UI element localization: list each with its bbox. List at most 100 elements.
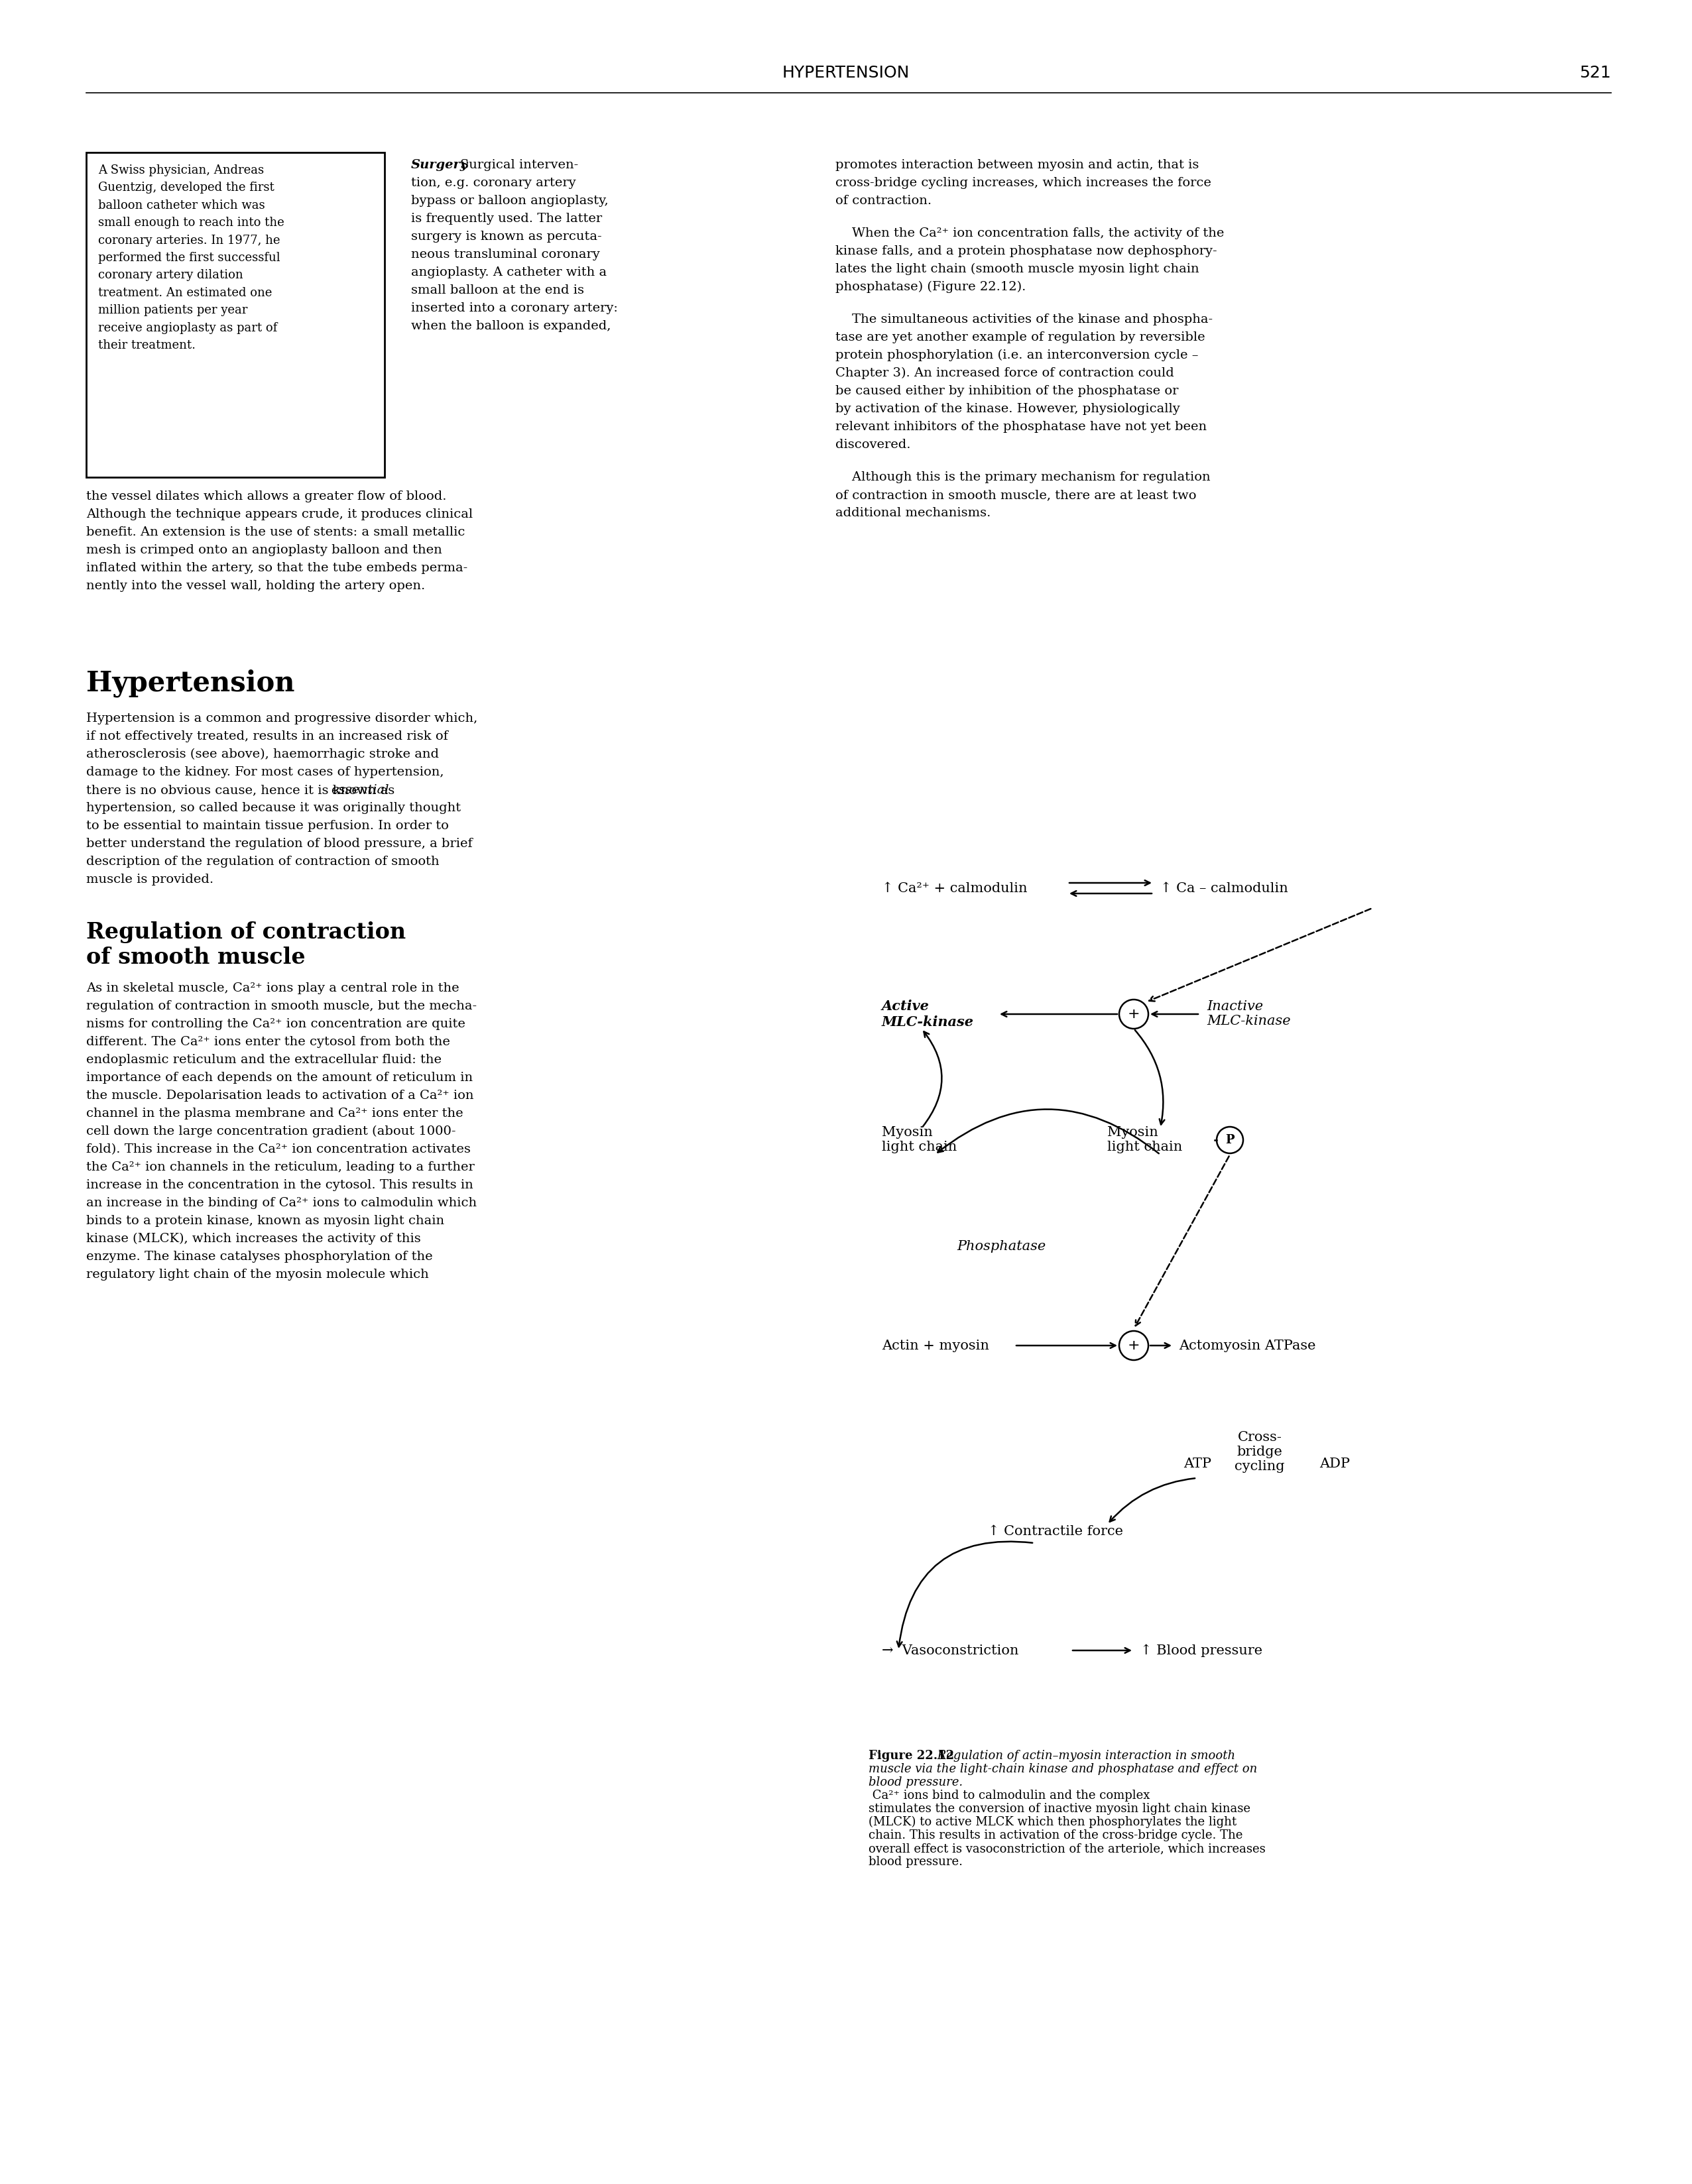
Text: inserted into a coronary artery:: inserted into a coronary artery: — [411, 301, 618, 314]
Text: ↑ Ca – calmodulin: ↑ Ca – calmodulin — [1161, 882, 1288, 895]
Text: benefit. An extension is the use of stents: a small metallic: benefit. An extension is the use of sten… — [86, 526, 465, 537]
Text: to be essential to maintain tissue perfusion. In order to: to be essential to maintain tissue perfu… — [86, 819, 448, 832]
Text: phosphatase) (Figure 22.12).: phosphatase) (Figure 22.12). — [836, 282, 1025, 293]
Text: blood pressure.: blood pressure. — [868, 1856, 963, 1867]
Text: of smooth muscle: of smooth muscle — [86, 946, 305, 968]
Text: Although the technique appears crude, it produces clinical: Although the technique appears crude, it… — [86, 509, 472, 520]
Text: kinase falls, and a protein phosphatase now dephosphory-: kinase falls, and a protein phosphatase … — [836, 245, 1217, 258]
FancyArrowPatch shape — [1135, 1155, 1228, 1326]
Text: ↑ Ca²⁺ + calmodulin: ↑ Ca²⁺ + calmodulin — [882, 882, 1027, 895]
Text: cross-bridge cycling increases, which increases the force: cross-bridge cycling increases, which in… — [836, 177, 1211, 188]
Text: Phosphatase: Phosphatase — [956, 1241, 1046, 1251]
Text: Chapter 3). An increased force of contraction could: Chapter 3). An increased force of contra… — [836, 367, 1174, 380]
Text: surgery is known as percuta-: surgery is known as percuta- — [411, 232, 602, 242]
Text: muscle via the light-chain kinase and phosphatase and effect on: muscle via the light-chain kinase and ph… — [868, 1762, 1257, 1776]
Text: regulation of contraction in smooth muscle, but the mecha-: regulation of contraction in smooth musc… — [86, 1000, 477, 1011]
Text: small balloon at the end is: small balloon at the end is — [411, 284, 584, 297]
Text: Myosin
light chain: Myosin light chain — [1107, 1127, 1183, 1153]
Text: Active
MLC-kinase: Active MLC-kinase — [882, 1000, 975, 1029]
Text: Surgical interven-: Surgical interven- — [460, 159, 579, 170]
Text: overall effect is vasoconstriction of the arteriole, which increases: overall effect is vasoconstriction of th… — [868, 1843, 1266, 1854]
Text: increase in the concentration in the cytosol. This results in: increase in the concentration in the cyt… — [86, 1179, 474, 1190]
Text: muscle is provided.: muscle is provided. — [86, 874, 213, 885]
Text: damage to the kidney. For most cases of hypertension,: damage to the kidney. For most cases of … — [86, 767, 443, 778]
Text: stimulates the conversion of inactive myosin light chain kinase: stimulates the conversion of inactive my… — [868, 1802, 1250, 1815]
Text: there is no obvious cause, hence it is known as: there is no obvious cause, hence it is k… — [86, 784, 399, 795]
Text: essential: essential — [332, 784, 389, 795]
Text: 521: 521 — [1580, 66, 1611, 81]
Text: cell down the large concentration gradient (about 1000-: cell down the large concentration gradie… — [86, 1125, 455, 1138]
Text: Myosin
light chain: Myosin light chain — [882, 1127, 958, 1153]
Text: Hypertension is a common and progressive disorder which,: Hypertension is a common and progressive… — [86, 712, 477, 725]
Text: an increase in the binding of Ca²⁺ ions to calmodulin which: an increase in the binding of Ca²⁺ ions … — [86, 1197, 477, 1210]
Text: protein phosphorylation (i.e. an interconversion cycle –: protein phosphorylation (i.e. an interco… — [836, 349, 1198, 360]
Text: Actomyosin ATPase: Actomyosin ATPase — [1179, 1339, 1316, 1352]
Text: Cross-
bridge
cycling: Cross- bridge cycling — [1235, 1431, 1284, 1472]
Text: When the Ca²⁺ ion concentration falls, the activity of the: When the Ca²⁺ ion concentration falls, t… — [836, 227, 1225, 240]
Text: chain. This results in activation of the cross-bridge cycle. The: chain. This results in activation of the… — [868, 1830, 1242, 1841]
Text: tase are yet another example of regulation by reversible: tase are yet another example of regulati… — [836, 332, 1205, 343]
Text: nisms for controlling the Ca²⁺ ion concentration are quite: nisms for controlling the Ca²⁺ ion conce… — [86, 1018, 465, 1031]
Text: lates the light chain (smooth muscle myosin light chain: lates the light chain (smooth muscle myo… — [836, 262, 1200, 275]
Text: +: + — [1127, 1339, 1140, 1352]
Text: The simultaneous activities of the kinase and phospha-: The simultaneous activities of the kinas… — [836, 314, 1213, 325]
Text: relevant inhibitors of the phosphatase have not yet been: relevant inhibitors of the phosphatase h… — [836, 422, 1206, 432]
Text: of contraction.: of contraction. — [836, 194, 932, 207]
Text: As in skeletal muscle, Ca²⁺ ions play a central role in the: As in skeletal muscle, Ca²⁺ ions play a … — [86, 983, 459, 994]
Text: HYPERTENSION: HYPERTENSION — [782, 66, 910, 81]
Text: Inactive
MLC-kinase: Inactive MLC-kinase — [1206, 1000, 1291, 1029]
Text: ADP: ADP — [1320, 1457, 1350, 1470]
FancyBboxPatch shape — [86, 153, 384, 478]
Text: nently into the vessel wall, holding the artery open.: nently into the vessel wall, holding the… — [86, 581, 425, 592]
Text: neous transluminal coronary: neous transluminal coronary — [411, 249, 601, 260]
Text: regulatory light chain of the myosin molecule which: regulatory light chain of the myosin mol… — [86, 1269, 428, 1280]
Text: of contraction in smooth muscle, there are at least two: of contraction in smooth muscle, there a… — [836, 489, 1196, 500]
Text: discovered.: discovered. — [836, 439, 910, 450]
Text: ATP: ATP — [1183, 1457, 1211, 1470]
Text: the Ca²⁺ ion channels in the reticulum, leading to a further: the Ca²⁺ ion channels in the reticulum, … — [86, 1162, 474, 1173]
Text: endoplasmic reticulum and the extracellular fluid: the: endoplasmic reticulum and the extracellu… — [86, 1055, 442, 1066]
Text: Although this is the primary mechanism for regulation: Although this is the primary mechanism f… — [836, 472, 1210, 483]
Text: enzyme. The kinase catalyses phosphorylation of the: enzyme. The kinase catalyses phosphoryla… — [86, 1251, 433, 1262]
Text: channel in the plasma membrane and Ca²⁺ ions enter the: channel in the plasma membrane and Ca²⁺ … — [86, 1107, 464, 1120]
Text: Actin + myosin: Actin + myosin — [882, 1339, 990, 1352]
Text: Surgery: Surgery — [411, 159, 469, 170]
Text: when the balloon is expanded,: when the balloon is expanded, — [411, 321, 611, 332]
Text: ↑ Blood pressure: ↑ Blood pressure — [1140, 1645, 1262, 1658]
Text: better understand the regulation of blood pressure, a brief: better understand the regulation of bloo… — [86, 839, 472, 850]
Text: kinase (MLCK), which increases the activity of this: kinase (MLCK), which increases the activ… — [86, 1232, 421, 1245]
Text: inflated within the artery, so that the tube embeds perma-: inflated within the artery, so that the … — [86, 561, 467, 574]
Text: P: P — [1225, 1133, 1235, 1147]
Text: blood pressure.: blood pressure. — [868, 1776, 963, 1789]
Text: +: + — [1127, 1007, 1140, 1020]
Text: is frequently used. The latter: is frequently used. The latter — [411, 212, 602, 225]
Text: Figure 22.12: Figure 22.12 — [868, 1749, 954, 1762]
Text: Regulation of contraction: Regulation of contraction — [86, 922, 406, 943]
Text: fold). This increase in the Ca²⁺ ion concentration activates: fold). This increase in the Ca²⁺ ion con… — [86, 1144, 470, 1155]
Text: Regulation of actin–myosin interaction in smooth: Regulation of actin–myosin interaction i… — [934, 1749, 1235, 1762]
Text: if not effectively treated, results in an increased risk of: if not effectively treated, results in a… — [86, 729, 448, 743]
Text: A Swiss physician, Andreas
Guentzig, developed the first
balloon catheter which : A Swiss physician, Andreas Guentzig, dev… — [98, 164, 284, 352]
Text: ↑ Contractile force: ↑ Contractile force — [988, 1524, 1123, 1538]
Text: the vessel dilates which allows a greater flow of blood.: the vessel dilates which allows a greate… — [86, 491, 447, 502]
Text: (MLCK) to active MLCK which then phosphorylates the light: (MLCK) to active MLCK which then phospho… — [868, 1817, 1237, 1828]
FancyArrowPatch shape — [1149, 909, 1371, 1000]
Text: mesh is crimped onto an angioplasty balloon and then: mesh is crimped onto an angioplasty ball… — [86, 544, 442, 557]
Text: promotes interaction between myosin and actin, that is: promotes interaction between myosin and … — [836, 159, 1200, 170]
Text: atherosclerosis (see above), haemorrhagic stroke and: atherosclerosis (see above), haemorrhagi… — [86, 749, 438, 760]
Text: be caused either by inhibition of the phosphatase or: be caused either by inhibition of the ph… — [836, 384, 1178, 397]
Text: angioplasty. A catheter with a: angioplasty. A catheter with a — [411, 266, 607, 277]
Text: →  Vasoconstriction: → Vasoconstriction — [882, 1645, 1019, 1658]
Text: Hypertension: Hypertension — [86, 670, 294, 697]
Text: by activation of the kinase. However, physiologically: by activation of the kinase. However, ph… — [836, 404, 1179, 415]
Text: the muscle. Depolarisation leads to activation of a Ca²⁺ ion: the muscle. Depolarisation leads to acti… — [86, 1090, 474, 1101]
Text: binds to a protein kinase, known as myosin light chain: binds to a protein kinase, known as myos… — [86, 1214, 445, 1227]
Text: tion, e.g. coronary artery: tion, e.g. coronary artery — [411, 177, 575, 188]
Text: bypass or balloon angioplasty,: bypass or balloon angioplasty, — [411, 194, 609, 207]
Text: additional mechanisms.: additional mechanisms. — [836, 507, 992, 520]
Text: importance of each depends on the amount of reticulum in: importance of each depends on the amount… — [86, 1072, 472, 1083]
Text: Ca²⁺ ions bind to calmodulin and the complex: Ca²⁺ ions bind to calmodulin and the com… — [868, 1789, 1151, 1802]
Text: hypertension, so called because it was originally thought: hypertension, so called because it was o… — [86, 802, 460, 815]
Text: description of the regulation of contraction of smooth: description of the regulation of contrac… — [86, 856, 440, 867]
Text: different. The Ca²⁺ ions enter the cytosol from both the: different. The Ca²⁺ ions enter the cytos… — [86, 1035, 450, 1048]
